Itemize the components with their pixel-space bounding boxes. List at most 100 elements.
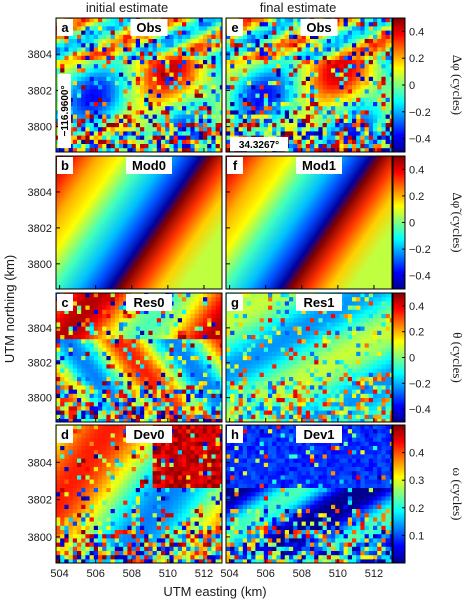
heat-cell [131,326,137,332]
heat-cell [301,144,307,149]
heat-cell [123,293,128,298]
heat-cell [93,60,99,65]
heat-cell [198,85,204,90]
heat-cell [352,81,357,86]
heat-cell [259,368,265,374]
heat-cell [305,339,311,344]
heat-cell [186,64,191,69]
heat-cell [211,148,216,152]
heat-cell [360,293,365,298]
heat-cell [114,97,120,103]
heat-cell [318,318,323,323]
heat-cell [238,131,244,136]
heat-cell [156,39,162,44]
heat-cell [219,127,222,132]
heat-cell [102,335,107,340]
heat-cell [219,402,222,407]
heat-cell [352,93,357,99]
heat-cell [364,18,370,23]
heat-cell [144,139,149,145]
heat-cell [165,118,170,124]
heat-cell [385,55,391,61]
heat-cell [198,301,204,306]
heat-cell [343,81,349,86]
heat-cell [56,314,61,319]
heat-cell [102,30,107,36]
heat-cell [203,127,208,132]
heat-cell [186,360,191,365]
heat-cell [251,330,256,336]
heat-cell [263,398,269,403]
heat-cell [331,118,336,124]
heat-cell [352,72,357,78]
panel-name: Obs [306,20,331,35]
heat-cell [318,97,323,103]
heat-cell [343,343,349,348]
heat-cell [318,81,323,86]
heat-cell [77,135,82,141]
heat-cell [165,381,170,386]
heat-cell [190,398,195,403]
heat-cell [165,314,170,319]
heat-cell [347,89,353,94]
heat-cell [207,343,212,348]
heat-cell [140,47,145,52]
heat-cell [284,110,290,115]
heat-cell [194,351,200,357]
heat-cell [161,356,166,361]
heat-cell [106,55,111,61]
heat-cell [230,360,235,365]
heat-cell [339,76,344,82]
heat-cell [194,47,200,52]
heat-cell [255,356,260,361]
heat-cell [373,51,378,57]
heat-cell [89,347,95,353]
heat-cell [98,135,103,141]
heat-cell [310,360,315,365]
heat-cell [81,351,86,357]
heat-cell [272,72,277,78]
heat-cell [81,97,86,103]
heat-cell [352,43,357,48]
heat-cell [242,406,248,411]
heat-cell [347,34,353,40]
heat-cell [368,364,374,369]
heat-cell [148,34,153,40]
heat-cell [352,123,357,128]
heat-cell [297,34,302,40]
heat-cell [238,322,244,327]
heat-cell [64,314,69,319]
heat-cell [268,360,273,365]
heat-cell [310,135,315,141]
heat-cell [343,51,349,57]
heat-cell [190,368,195,374]
heat-cell [119,30,124,36]
heat-cell [64,402,69,407]
heat-cell [215,139,221,145]
heat-cell [198,30,204,36]
heat-cell [98,64,103,69]
heat-cell [110,372,116,378]
heat-cell [234,347,239,353]
heat-cell [276,39,281,44]
heat-cell [144,76,149,82]
heat-cell [234,131,239,136]
heat-cell [314,144,319,149]
heat-cell [268,76,273,82]
heat-cell [331,398,336,403]
heat-cell [251,402,256,407]
heat-cell [347,356,353,361]
heat-cell [326,123,332,128]
heat-cell [301,135,307,141]
heat-cell [263,314,269,319]
heat-cell [289,47,294,52]
heat-cell [373,102,378,107]
heat-cell [238,356,244,361]
heat-cell [276,314,281,319]
heat-cell [318,360,323,365]
heat-cell [293,93,298,99]
heat-cell [293,118,298,124]
heat-cell [259,39,265,44]
heat-cell [234,85,239,90]
heat-cell [102,43,107,48]
